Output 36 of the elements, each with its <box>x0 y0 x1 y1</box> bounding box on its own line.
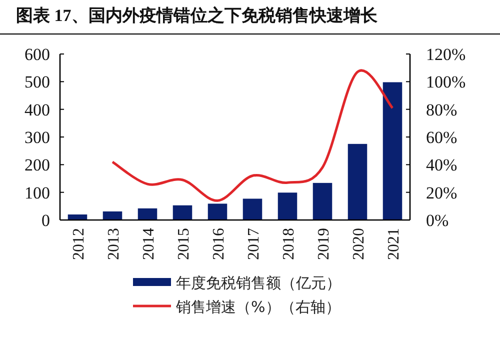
x-tick-label: 2017 <box>246 228 262 260</box>
x-tick-label: 2012 <box>70 228 88 260</box>
y-tick-label: 300 <box>24 128 50 147</box>
y-tick-label: 500 <box>24 72 50 92</box>
bar <box>348 144 368 220</box>
bar <box>208 204 228 220</box>
x-tick-label: 2021 <box>386 228 402 260</box>
bar <box>138 208 158 220</box>
bar <box>382 82 402 220</box>
y2-tick-label: 40% <box>426 156 458 175</box>
y-tick-label: 200 <box>24 156 50 175</box>
y2-tick-label: 80% <box>426 100 458 120</box>
chart-title: 图表 17、国内外疫情错位之下免税销售快速增长 <box>16 6 378 25</box>
bar <box>278 192 298 220</box>
y-tick-label: 0 <box>42 211 50 230</box>
y2-tick-label: 100% <box>426 72 466 92</box>
y2-tick-label: 120% <box>426 45 466 64</box>
legend-label: 销售增速（%）（右轴） <box>175 298 340 316</box>
bar <box>312 182 332 220</box>
y-tick-label: 400 <box>24 100 50 120</box>
x-tick-label: 2018 <box>280 228 298 260</box>
x-tick-label: 2014 <box>140 228 158 260</box>
x-tick-label: 2019 <box>316 228 332 260</box>
x-tick-label: 2016 <box>210 228 228 260</box>
x-tick-label: 2015 <box>176 228 192 260</box>
y2-tick-label: 20% <box>426 183 458 202</box>
x-tick-label: 2013 <box>106 228 122 260</box>
x-tick-label: 2020 <box>350 228 368 260</box>
y-tick-label: 600 <box>24 45 50 64</box>
bar <box>172 205 192 220</box>
y2-tick-label: 60% <box>426 128 458 147</box>
y2-tick-label: 0% <box>426 211 449 230</box>
y-tick-label: 100 <box>24 183 50 202</box>
bar <box>242 198 262 220</box>
legend-label: 年度免税销售额（亿元） <box>176 274 341 292</box>
bar <box>102 211 122 220</box>
